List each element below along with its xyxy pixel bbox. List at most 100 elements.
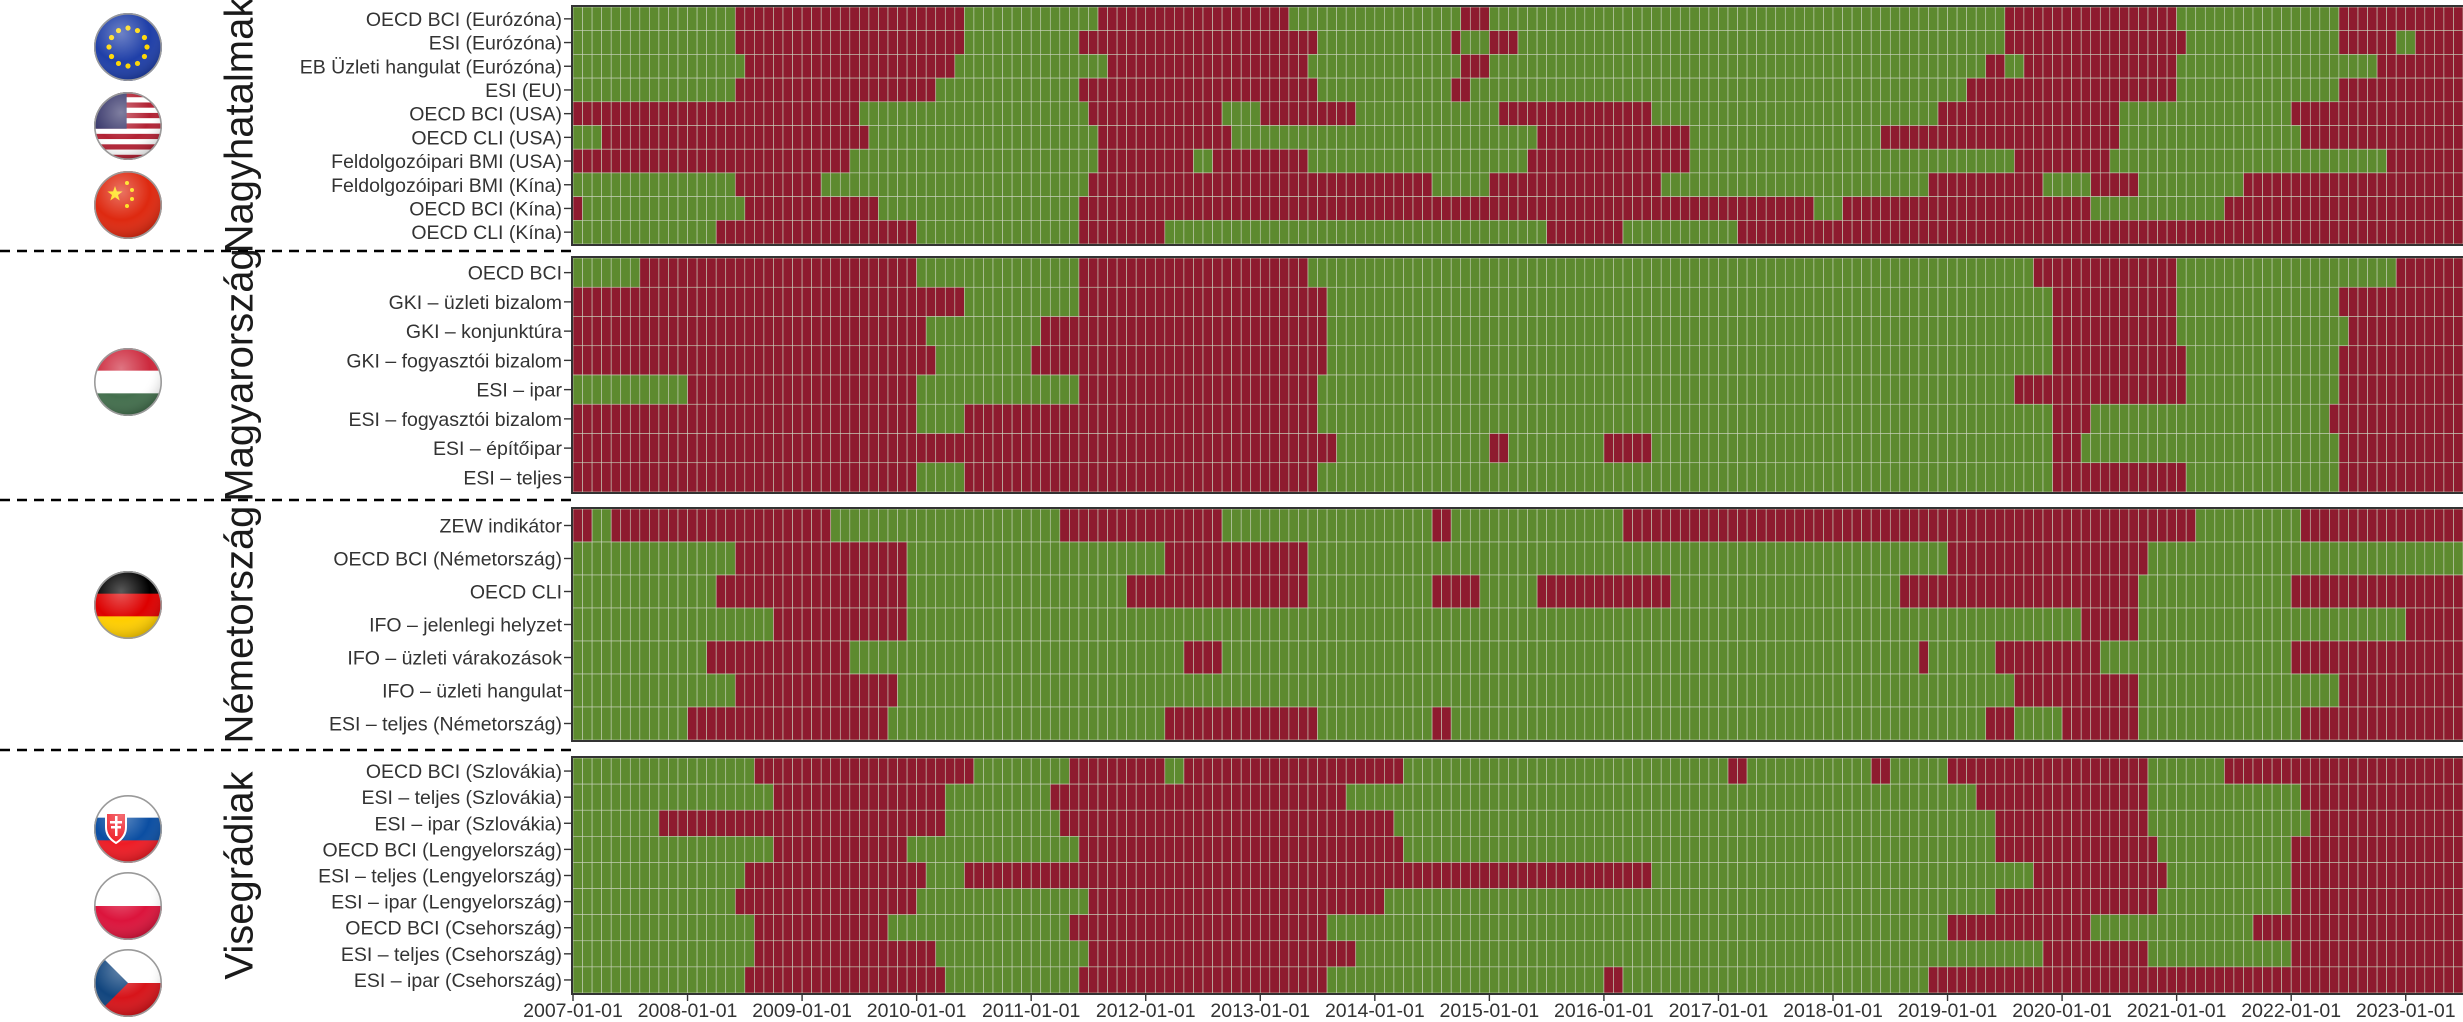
heatmap-cell [1975, 196, 1987, 221]
heatmap-cell [849, 148, 860, 174]
heatmap-cell [2014, 640, 2025, 675]
heatmap-cell [830, 374, 841, 405]
heatmap-cell [1784, 574, 1796, 609]
heatmap-cell [1384, 6, 1395, 32]
heatmap-cell [1021, 196, 1032, 221]
heatmap-cell [763, 640, 774, 675]
heatmap-cell [1460, 54, 1471, 79]
row-label: ZEW indikátor [440, 516, 563, 538]
heatmap-cell [2300, 148, 2311, 174]
heatmap-cell [677, 607, 688, 642]
heatmap-cell [2195, 374, 2206, 405]
heatmap-cell [1756, 30, 1767, 55]
heatmap-cell [1804, 640, 1815, 675]
heatmap-cell [629, 574, 641, 609]
heatmap-cell [2080, 345, 2092, 376]
heatmap-cell [1718, 286, 1729, 317]
heatmap-cell [1279, 148, 1290, 174]
heatmap-cell [629, 220, 641, 245]
heatmap-cell [1422, 316, 1433, 347]
heatmap-cell [1765, 374, 1777, 405]
heatmap-cell [696, 286, 707, 317]
heatmap-cell [601, 125, 612, 150]
heatmap-cell [878, 196, 889, 221]
heatmap-cell [601, 148, 612, 174]
heatmap-cell [725, 541, 736, 576]
heatmap-cell [1078, 462, 1089, 493]
heatmap-cell [2348, 77, 2359, 103]
heatmap-cell [1565, 257, 1576, 288]
heatmap-cell [1975, 257, 1987, 288]
heatmap-cell [1727, 125, 1738, 150]
heatmap-cell [754, 607, 765, 642]
heatmap-cell [792, 673, 803, 708]
heatmap-cell [954, 286, 965, 317]
heatmap-cell [839, 101, 851, 126]
heatmap-cell [1517, 640, 1528, 675]
heatmap-cell [2061, 54, 2072, 79]
heatmap-cell [1479, 607, 1490, 642]
heatmap-cell [1479, 640, 1490, 675]
heatmap-cell [1069, 706, 1080, 741]
heatmap-cell [2004, 30, 2015, 55]
heatmap-cell [2204, 403, 2216, 434]
heatmap-cell [2386, 403, 2397, 434]
heatmap-cell [1737, 433, 1748, 464]
heatmap-cell [1011, 220, 1022, 245]
heatmap-cell [1947, 316, 1958, 347]
heatmap-cell [715, 433, 727, 464]
heatmap-cell [1145, 6, 1156, 32]
heatmap-cell [1030, 574, 1042, 609]
heatmap-cell [2033, 316, 2044, 347]
heatmap-cell [887, 374, 898, 405]
heatmap-cell [1231, 574, 1242, 609]
heatmap-cell [2262, 541, 2273, 576]
heatmap-cell [1737, 316, 1748, 347]
heatmap-cell [944, 316, 956, 347]
heatmap-cell [2395, 345, 2407, 376]
heatmap-cell [1975, 148, 1987, 174]
heatmap-cell [649, 220, 660, 245]
heatmap-cell [897, 508, 908, 543]
heatmap-cell [1813, 403, 1824, 434]
heatmap-cell [2166, 316, 2177, 347]
heatmap-cell [582, 541, 593, 576]
heatmap-cell [944, 706, 956, 741]
heatmap-cell [868, 54, 879, 79]
heatmap-cell [1794, 374, 1805, 405]
heatmap-cell [2224, 403, 2235, 434]
heatmap-cell [2348, 220, 2359, 245]
heatmap-cell [859, 6, 870, 32]
heatmap-cell [744, 374, 755, 405]
heatmap-cell [2414, 316, 2426, 347]
heatmap-cell [839, 196, 851, 221]
heatmap-cell [1546, 196, 1557, 221]
heatmap-cell [2290, 257, 2302, 288]
heatmap-cell [1947, 462, 1958, 493]
heatmap-cell [839, 220, 851, 245]
heatmap-cell [1212, 508, 1223, 543]
heatmap-cell [2080, 257, 2092, 288]
heatmap-cell [1765, 101, 1777, 126]
heatmap-cell [1212, 125, 1223, 150]
heatmap-cell [1737, 706, 1748, 741]
heatmap-cell [1565, 433, 1576, 464]
heatmap-cell [1384, 77, 1395, 103]
heatmap-cell [1956, 30, 1967, 55]
heatmap-cell [610, 640, 622, 675]
heatmap-cell [1718, 508, 1729, 543]
heatmap-cell [2214, 30, 2225, 55]
heatmap-cell [2109, 172, 2120, 197]
heatmap-cell [782, 54, 793, 79]
heatmap-cell [2434, 433, 2445, 464]
heatmap-cell [2224, 77, 2235, 103]
heatmap-cell [1594, 220, 1605, 245]
heatmap-cell [2052, 196, 2063, 221]
heatmap-cell [2023, 345, 2034, 376]
heatmap-cell [1126, 172, 1137, 197]
heatmap-cell [2014, 574, 2025, 609]
heatmap-cell [1699, 101, 1710, 126]
heatmap-cell [1489, 374, 1500, 405]
heatmap-cell [1813, 462, 1824, 493]
heatmap-cell [1269, 148, 1280, 174]
